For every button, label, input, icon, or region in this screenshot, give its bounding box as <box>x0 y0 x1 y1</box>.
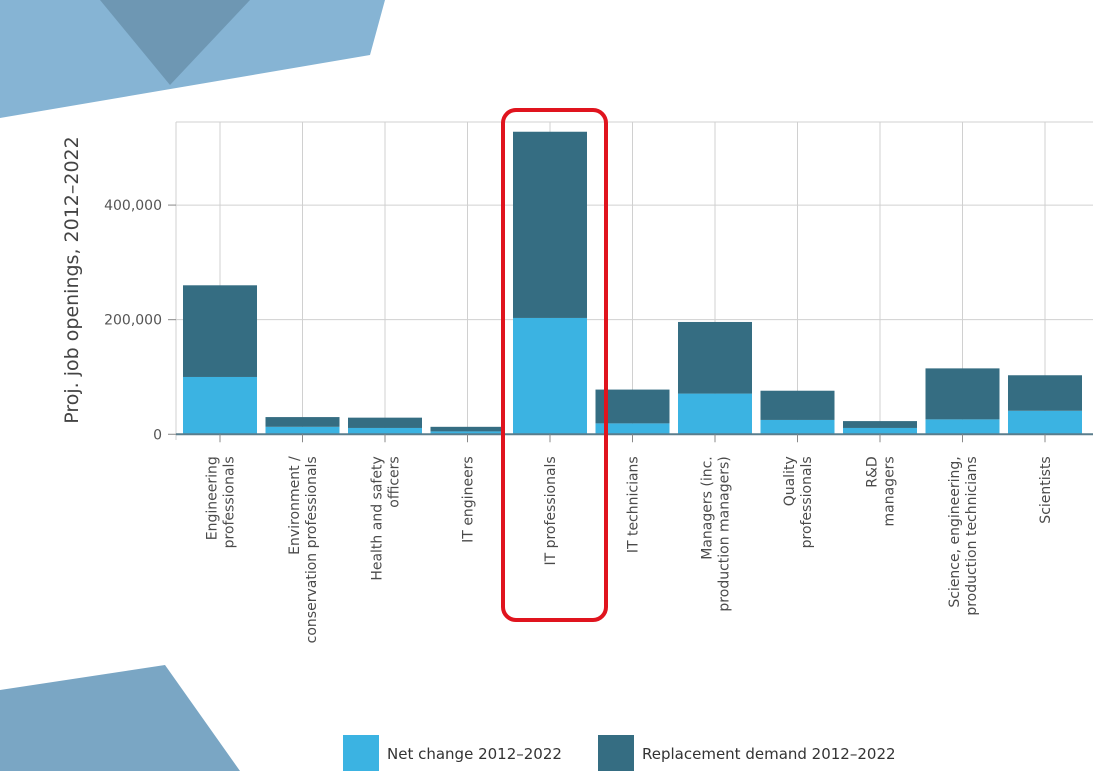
category-label-line: Environment / <box>287 456 303 555</box>
category-label-scientists: Scientists <box>1038 456 1054 523</box>
category-label-science-engineering-production-technicians: Science, engineering, production technici… <box>947 456 980 615</box>
category-label-line: Managers (inc. <box>700 456 716 559</box>
category-label-line: IT professionals <box>543 456 559 565</box>
category-label-health-and-safety-officers: Health and safety officers <box>370 456 403 580</box>
category-label-line: Engineering <box>205 456 221 540</box>
category-label-r-d-managers: R&D managers <box>865 456 898 526</box>
legend-swatch-net-change <box>343 735 379 771</box>
bar-it-engineers-net-change <box>430 431 505 435</box>
it-professionals-highlight-box <box>501 108 608 622</box>
category-label-quality-professionals: Quality professionals <box>782 456 815 548</box>
bar-science-engineering-production-technicians-replacement-demand <box>925 368 1000 420</box>
category-label-line: R&D <box>865 456 881 487</box>
y-tick-label: 400,000 <box>104 198 162 214</box>
bar-scientists-net-change <box>1008 410 1082 435</box>
bar-engineering-professionals-replacement-demand <box>183 285 257 377</box>
bar-managers-inc-production-managers-replacement-demand <box>678 321 752 394</box>
bar-it-engineers-replacement-demand <box>430 426 505 432</box>
category-label-line: Quality <box>782 456 798 506</box>
category-label-line: professionals <box>222 456 238 548</box>
bars <box>183 131 1082 435</box>
bar-science-engineering-production-technicians-net-change <box>925 419 1000 435</box>
legend-label-replacement-demand: Replacement demand 2012–2022 <box>642 745 896 763</box>
decor-shape-bottom <box>0 665 240 771</box>
category-label-line: conservation professionals <box>304 456 320 643</box>
y-axis-label: Proj. job openings, 2012–2022 <box>61 136 83 424</box>
category-label-it-engineers: IT engineers <box>461 456 477 543</box>
bar-health-and-safety-officers-replacement-demand <box>348 417 422 428</box>
y-tick-label: 0 <box>153 427 162 443</box>
category-label-environment-conservation-professionals: Environment / conservation professionals <box>287 456 320 643</box>
category-label-engineering-professionals: Engineering professionals <box>205 456 238 548</box>
category-label-line: officers <box>387 456 403 507</box>
category-label-line: Science, engineering, <box>947 456 963 607</box>
category-label-line: managers <box>882 456 898 526</box>
decorative-shapes <box>0 0 385 771</box>
bar-r-d-managers-net-change <box>843 427 917 435</box>
category-label-line: IT engineers <box>461 456 477 543</box>
bar-engineering-professionals-net-change <box>183 376 257 435</box>
bar-quality-professionals-replacement-demand <box>760 390 835 420</box>
category-label-managers-inc-production-managers: Managers (inc. production managers) <box>700 456 733 611</box>
category-label-line: Health and safety <box>370 456 386 580</box>
category-label-it-professionals: IT professionals <box>543 456 559 565</box>
bar-managers-inc-production-managers-net-change <box>678 393 752 435</box>
bar-health-and-safety-officers-net-change <box>348 427 422 435</box>
legend: Net change 2012–2022 Replacement demand 2… <box>343 735 896 771</box>
decor-shape-top-dark <box>100 0 250 85</box>
category-label-line: IT technicians <box>626 456 642 553</box>
bar-environment-conservation-professionals-net-change <box>265 426 340 435</box>
bar-it-professionals-replacement-demand <box>513 131 587 318</box>
category-label-it-technicians: IT technicians <box>626 456 642 553</box>
legend-swatch-replacement-demand <box>598 735 634 771</box>
bar-it-technicians-net-change <box>595 423 670 435</box>
x-axis-categories: Engineering professionals Environment / con… <box>205 434 1054 643</box>
y-axis-ticks: 0 200,000 400,000 <box>104 198 176 443</box>
bar-environment-conservation-professionals-replacement-demand <box>265 417 340 427</box>
category-label-line: production technicians <box>964 456 980 615</box>
bar-quality-professionals-net-change <box>760 419 835 435</box>
category-label-line: professionals <box>799 456 815 548</box>
bar-scientists-replacement-demand <box>1008 375 1082 411</box>
category-label-line: Scientists <box>1038 456 1054 523</box>
bar-it-professionals-net-change <box>513 317 587 435</box>
legend-label-net-change: Net change 2012–2022 <box>387 745 562 763</box>
category-label-line: production managers) <box>717 456 733 611</box>
bar-r-d-managers-replacement-demand <box>843 421 917 428</box>
y-tick-label: 200,000 <box>104 313 162 329</box>
